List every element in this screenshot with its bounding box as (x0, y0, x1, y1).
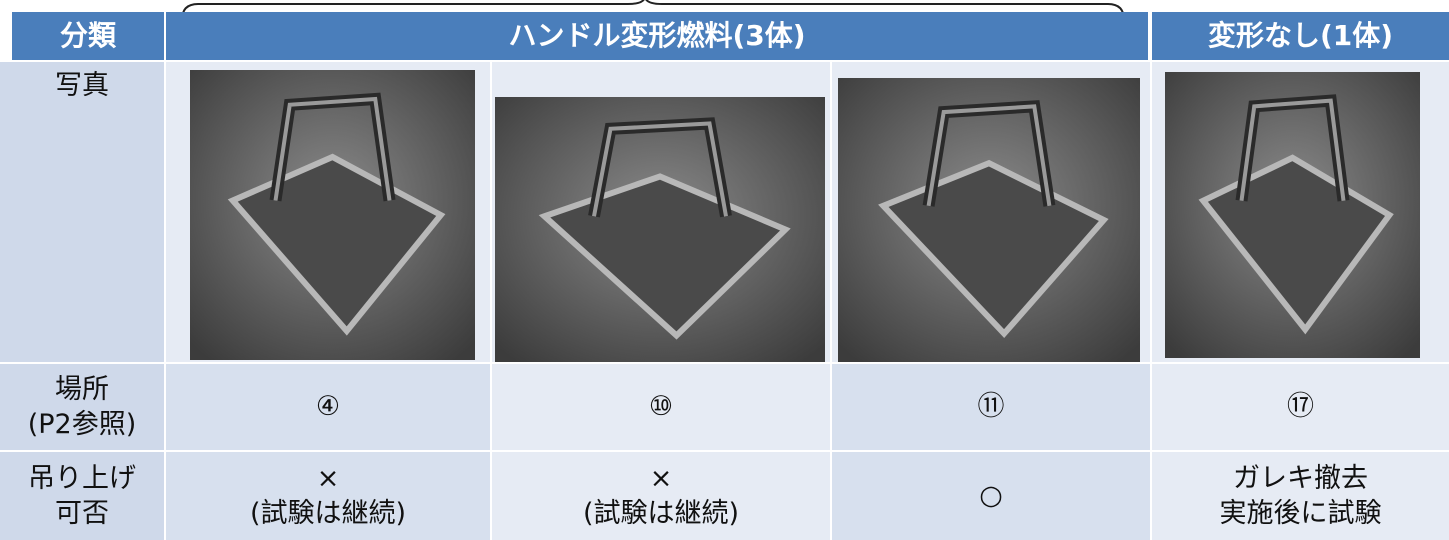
text-line: 場所 (55, 373, 109, 405)
text-line: ④ (315, 391, 341, 423)
text-line: 可否 (55, 498, 109, 529)
text-line: ガレキ撤去 (1233, 462, 1368, 494)
row-label: 場所 (P2参照) (0, 364, 164, 450)
text-line: × (316, 462, 340, 494)
text-line: ⑩ (648, 391, 674, 423)
text-line: 実施後に試験 (1219, 498, 1382, 529)
text-line: ○ (979, 480, 1003, 512)
row-label: 写真 (0, 62, 164, 362)
cell: ガレキ撤去実施後に試験 (1152, 452, 1449, 540)
cell: ⑩ (492, 364, 830, 450)
photo (1165, 72, 1420, 358)
cell: ④ (166, 364, 490, 450)
text-line: ⑰ (1287, 391, 1314, 423)
text-line: 写真 (55, 70, 109, 101)
header-other: 変形なし(1体) (1152, 12, 1449, 60)
text-line: (試験は継続) (249, 498, 407, 529)
text-line: (P2参照) (27, 409, 137, 440)
text-line: × (649, 462, 673, 494)
text-line: 吊り上げ (28, 462, 136, 494)
header-group: ハンドル変形燃料(3体) (166, 12, 1148, 60)
row-label: 吊り上げ 可否 (0, 452, 164, 540)
photo (190, 70, 475, 360)
photo (495, 97, 825, 362)
cell: × (試験は継続) (166, 452, 490, 540)
cell: ○ (832, 452, 1150, 540)
header-label: 分類 (12, 12, 164, 60)
text-line: ⑪ (977, 391, 1005, 423)
cell: ⑪ (832, 364, 1150, 450)
text-line: (試験は継続) (582, 498, 740, 529)
photo (838, 78, 1140, 362)
brace (181, 0, 1125, 21)
cell: × (試験は継続) (492, 452, 830, 540)
cell: ⑰ (1152, 364, 1449, 450)
